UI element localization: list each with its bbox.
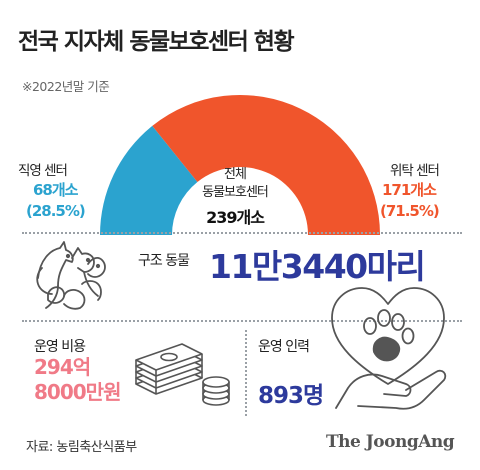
operating-cost-value-line2: 8000만원	[34, 380, 121, 404]
semicircle-donut-chart	[100, 95, 380, 236]
total-centers-label: 전체 동물보호센터	[175, 166, 295, 202]
divider-top	[22, 232, 462, 234]
operating-cost-value: 294억 8000만원	[34, 355, 121, 405]
rescued-animals-label: 구조 동물	[138, 253, 190, 269]
animals-icon	[28, 238, 114, 312]
operating-cost-value-line1: 294억	[34, 355, 91, 379]
outsourced-center-count: 171개소	[382, 181, 437, 199]
direct-center-count: 68개소	[33, 181, 78, 199]
heart-paw-hand-icon	[318, 280, 458, 410]
rescued-animals-count: 11만3440마리	[209, 247, 426, 286]
operating-cost-label: 운영 비용	[34, 339, 86, 355]
total-centers-count: 239개소	[206, 208, 265, 227]
reference-date-note: ※2022년말 기준	[22, 79, 110, 94]
total-centers-label-line1: 전체	[224, 167, 247, 182]
divider-vertical	[245, 330, 247, 416]
donut-slice-1	[152, 95, 380, 236]
direct-center-percent: (28.5%)	[26, 202, 86, 220]
outsourced-center-percent: (71.5%)	[380, 202, 440, 220]
publisher-logo: The JoongAng	[326, 432, 455, 452]
direct-center-label: 직영 센터	[18, 163, 68, 179]
operating-staff-count: 893명	[258, 383, 324, 409]
total-centers-label-line2: 동물보호센터	[202, 185, 269, 200]
operating-staff-label: 운영 인력	[258, 339, 310, 355]
outsourced-center-label: 위탁 센터	[390, 163, 440, 179]
data-source: 자료: 농림축산식품부	[26, 440, 137, 455]
divider-middle	[22, 320, 462, 322]
money-stack-icon	[132, 338, 232, 408]
donut-slice-0	[100, 125, 198, 235]
page-title: 전국 지자체 동물보호센터 현황	[18, 29, 295, 55]
